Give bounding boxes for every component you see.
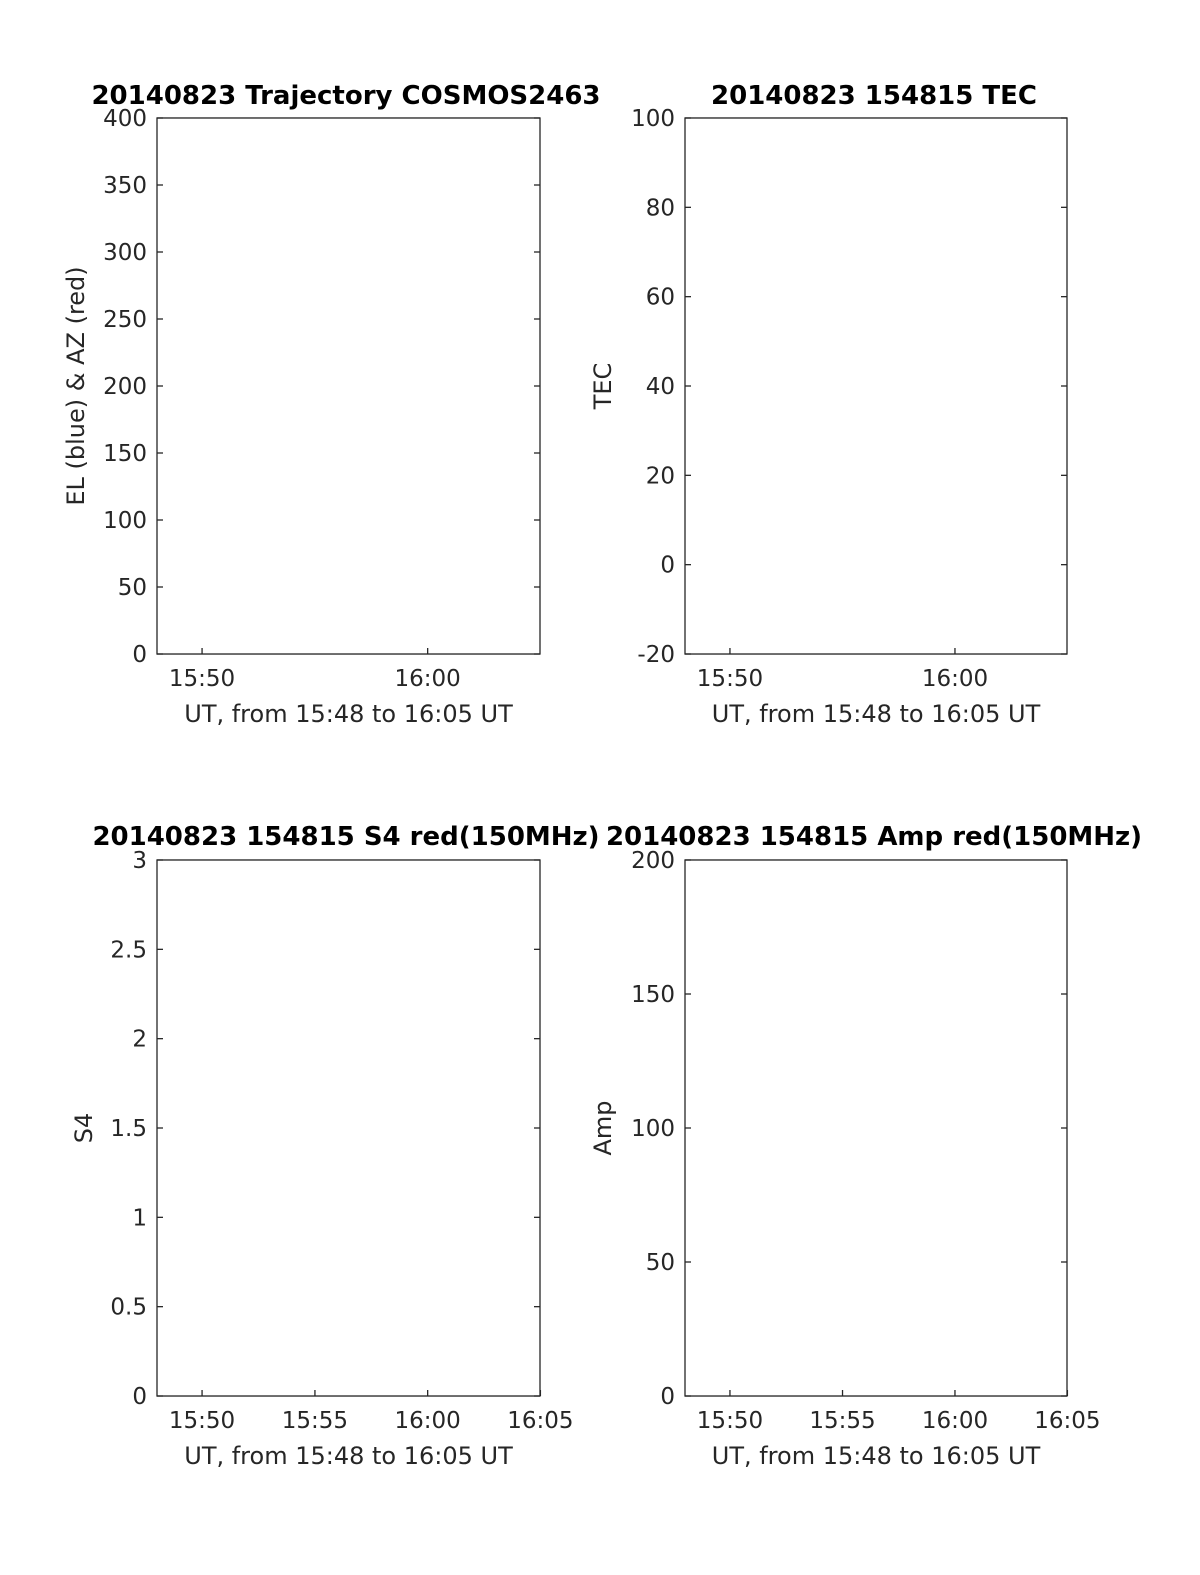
y-tick-label: 250	[103, 307, 147, 333]
x-axis-label: UT, from 15:48 to 16:05 UT	[712, 700, 1041, 728]
y-tick-label: 200	[631, 848, 675, 874]
y-tick-label: 400	[103, 106, 147, 132]
y-tick-label: 100	[631, 106, 675, 132]
x-tick-label: 15:50	[697, 666, 763, 692]
y-tick-label: 150	[103, 441, 147, 467]
y-tick-label: 3	[132, 848, 147, 874]
chart-title: 20140823 154815 TEC	[711, 81, 1037, 111]
y-tick-label: -20	[637, 642, 675, 668]
x-tick-label: 15:55	[282, 1408, 348, 1434]
y-tick-label: 150	[631, 982, 675, 1008]
y-tick-label: 0	[660, 553, 675, 579]
x-tick-label: 15:50	[169, 666, 235, 692]
trajectory-panel: 0 50 100 150 200 250 300 350 400 15:50 16:00 201408…	[62, 81, 601, 728]
y-tick-label: 0	[132, 642, 147, 668]
x-tick-label: 16:05	[1034, 1408, 1100, 1434]
y-tick-label: 2	[132, 1027, 147, 1053]
y-tick-label: 0.5	[110, 1295, 147, 1321]
x-tick-label: 16:00	[395, 1408, 461, 1434]
y-tick-label: 80	[646, 195, 675, 221]
x-axis-label: UT, from 15:48 to 16:05 UT	[712, 1442, 1041, 1470]
axes-frame	[684, 859, 1068, 1397]
y-tick-label: 50	[646, 1250, 675, 1276]
x-tick-label: 15:55	[809, 1408, 875, 1434]
y-tick-label: 50	[118, 575, 147, 601]
y-axis-label: S4	[70, 1113, 98, 1144]
amp-panel: 0 50 100 150 200 15:50 15:55 16:00 16:05 20140823…	[589, 822, 1142, 1470]
tec-panel: -20 0 20 40 60 80 100 15:50 16:00 20140823 154815…	[589, 81, 1068, 728]
y-tick-label: 1.5	[110, 1116, 147, 1142]
y-axis-label: EL (blue) & AZ (red)	[62, 266, 90, 505]
chart-title: 20140823 154815 Amp red(150MHz)	[606, 822, 1142, 852]
y-tick-label: 100	[103, 508, 147, 534]
x-tick-label: 15:50	[697, 1408, 763, 1434]
y-axis-label: Amp	[589, 1100, 617, 1155]
y-tick-label: 0	[132, 1384, 147, 1410]
axes-frame	[684, 117, 1068, 655]
chart-title: 20140823 154815 S4 red(150MHz)	[92, 822, 599, 852]
axes-frame	[156, 117, 541, 655]
axes-frame	[156, 859, 541, 1397]
x-tick-label: 16:00	[395, 666, 461, 692]
y-tick-label: 1	[132, 1205, 147, 1231]
x-tick-label: 16:00	[922, 1408, 988, 1434]
y-tick-label: 300	[103, 240, 147, 266]
y-tick-label: 40	[646, 374, 675, 400]
x-tick-label: 15:50	[169, 1408, 235, 1434]
s4-panel: 0 0.5 1 1.5 2 2.5 3 15:50 15:55 16:00 16:05 2014082…	[70, 822, 600, 1470]
x-axis-label: UT, from 15:48 to 16:05 UT	[184, 1442, 513, 1470]
x-tick-label: 16:00	[922, 666, 988, 692]
x-tick-label: 16:05	[507, 1408, 573, 1434]
y-tick-label: 350	[103, 173, 147, 199]
y-tick-label: 60	[646, 285, 675, 311]
y-tick-label: 0	[660, 1384, 675, 1410]
x-axis-label: UT, from 15:48 to 16:05 UT	[184, 700, 513, 728]
y-tick-label: 100	[631, 1116, 675, 1142]
y-tick-label: 200	[103, 374, 147, 400]
y-tick-label: 2.5	[110, 937, 147, 963]
y-tick-label: 20	[646, 463, 675, 489]
chart-title: 20140823 Trajectory COSMOS2463	[91, 81, 600, 111]
y-axis-label: TEC	[589, 363, 617, 411]
